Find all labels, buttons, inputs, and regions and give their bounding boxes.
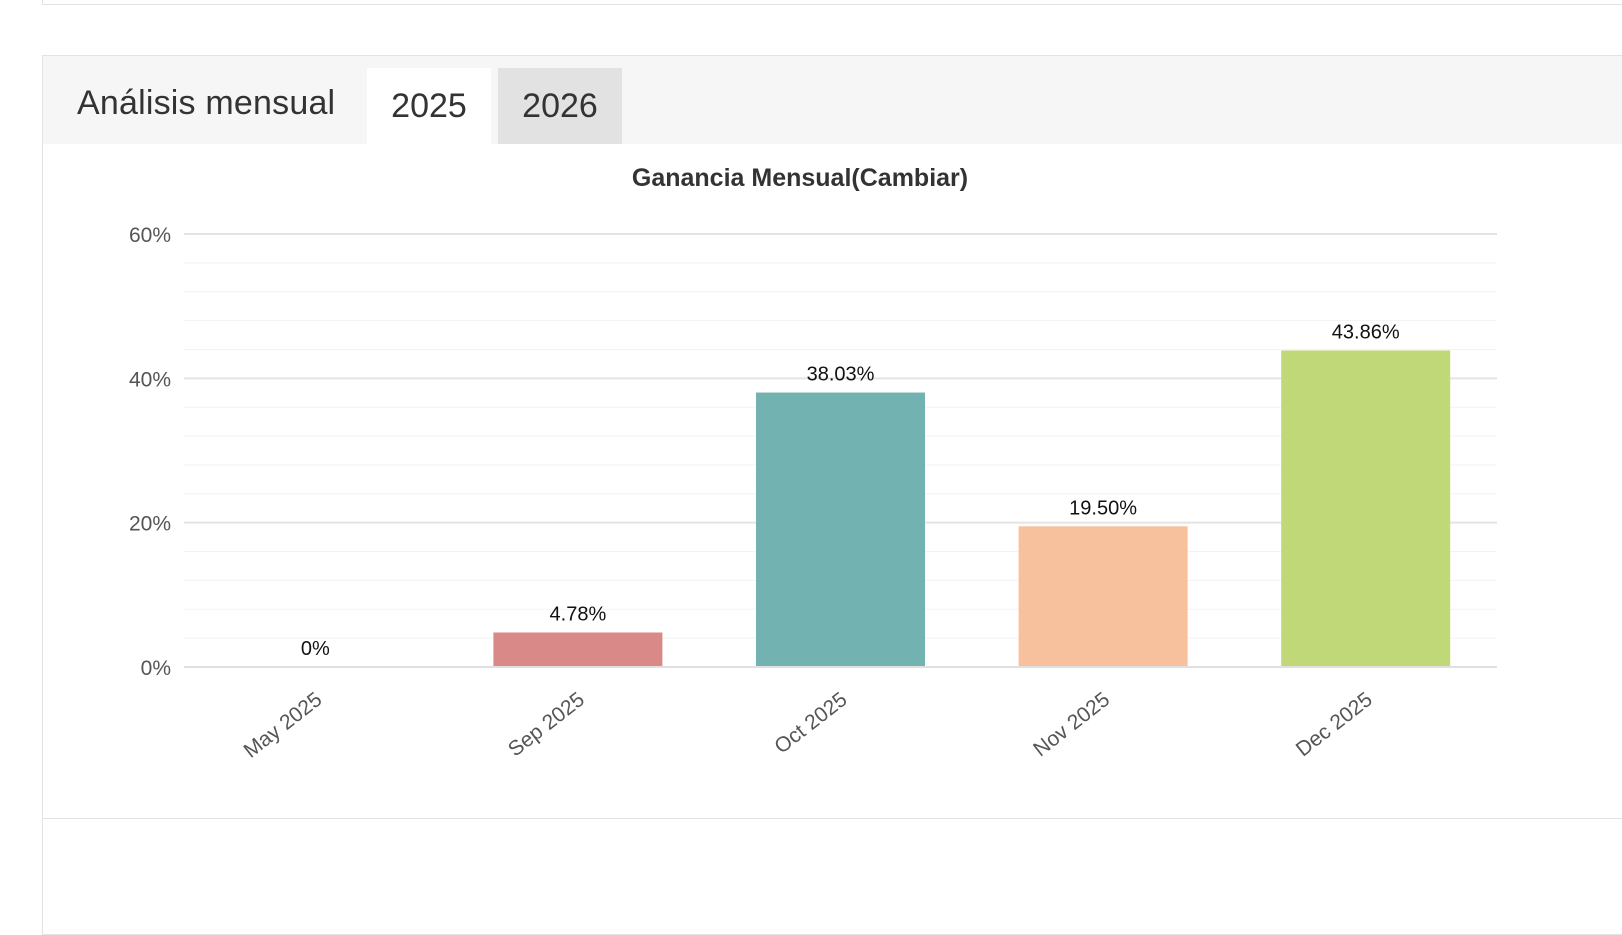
data-label: 43.86%: [1332, 321, 1400, 343]
x-tick-label: Dec 2025: [1292, 688, 1377, 761]
x-axis: May 2025 Sep 2025 Oct 2025 Nov 2025 Dec 2025: [240, 688, 1377, 763]
y-tick-label: 60%: [129, 224, 171, 247]
y-tick-label: 20%: [129, 513, 171, 536]
data-label: 19.50%: [1069, 497, 1137, 519]
x-tick-label: Nov 2025: [1029, 688, 1114, 761]
monthly-gain-chart: Ganancia Mensual(Cambiar) 0% 20% 40% 60% 0%…: [129, 164, 1497, 763]
bar: [756, 392, 925, 667]
x-tick-label: May 2025: [240, 688, 327, 763]
y-tick-label: 0%: [141, 657, 171, 680]
panel-divider: [43, 818, 1622, 819]
y-tick-label: 40%: [129, 368, 171, 391]
bar: [493, 632, 663, 667]
chart-title: Ganancia Mensual(Cambiar): [632, 164, 968, 192]
data-label: 4.78%: [550, 604, 607, 626]
top-card: [42, 0, 1622, 5]
y-axis: 0% 20% 40% 60%: [129, 224, 171, 680]
data-label: 0%: [301, 638, 330, 660]
panel-title: Análisis mensual: [77, 84, 336, 122]
data-label: 38.03%: [807, 364, 875, 386]
tab-2025[interactable]: 2025: [367, 68, 491, 144]
bars: 0% 4.78% 38.03% 19.50% 43.86%: [184, 321, 1497, 668]
x-tick-label: Oct 2025: [770, 688, 851, 759]
bar: [1018, 526, 1188, 667]
tab-2026[interactable]: 2026: [498, 68, 622, 144]
panel-header: Análisis mensual 2025 2026: [43, 56, 1622, 144]
bar: [1281, 350, 1451, 667]
x-tick-label: Sep 2025: [504, 688, 589, 761]
